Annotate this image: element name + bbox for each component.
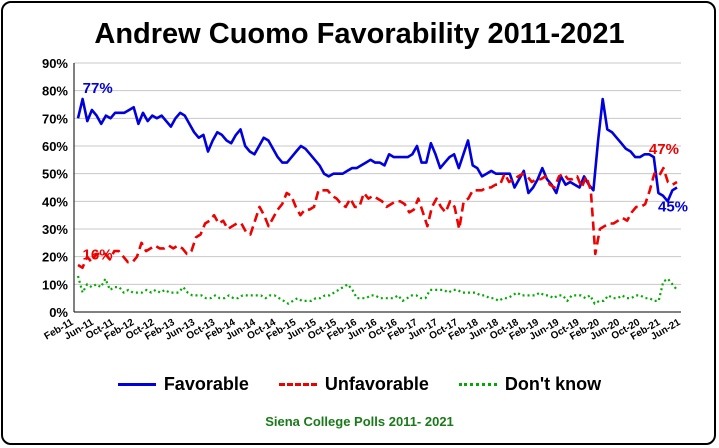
y-tick-label: 80% (42, 84, 68, 99)
y-tick-label: 90% (42, 56, 68, 71)
legend-label-unfavorable: Unfavorable (324, 374, 429, 394)
legend-item-dont-know: Don't know (458, 374, 602, 395)
y-tick-label: 50% (42, 167, 68, 182)
legend-swatch-dont-know (458, 383, 497, 386)
series-line-unfavorable (77, 166, 678, 270)
series-line-don-t-know (76, 275, 678, 305)
y-tick-label: 10% (42, 277, 68, 292)
y-tick-label: 0% (49, 305, 68, 320)
y-tick-label: 40% (42, 194, 68, 209)
legend-label-favorable: Favorable (163, 374, 249, 394)
y-tick-label: 60% (42, 139, 68, 154)
chart-legend: Favorable Unfavorable Don't know (0, 374, 719, 395)
chart-source: Siena College Polls 2011- 2021 (265, 414, 454, 429)
legend-item-favorable: Favorable (117, 374, 249, 395)
y-tick-label: 70% (42, 111, 68, 126)
legend-swatch-unfavorable (278, 383, 317, 386)
data-label: 77% (83, 80, 113, 97)
y-tick-label: 20% (42, 250, 68, 265)
chart-title: Andrew Cuomo Favorability 2011-2021 (94, 18, 625, 50)
data-label: 16% (83, 247, 113, 264)
legend-swatch-favorable (117, 383, 156, 386)
legend-item-unfavorable: Unfavorable (278, 374, 429, 395)
y-tick-label: 30% (42, 222, 68, 237)
series-line-favorable (76, 97, 678, 203)
legend-label-dont-know: Don't know (504, 374, 602, 394)
data-label: 45% (658, 199, 688, 216)
data-label: 47% (649, 141, 679, 158)
